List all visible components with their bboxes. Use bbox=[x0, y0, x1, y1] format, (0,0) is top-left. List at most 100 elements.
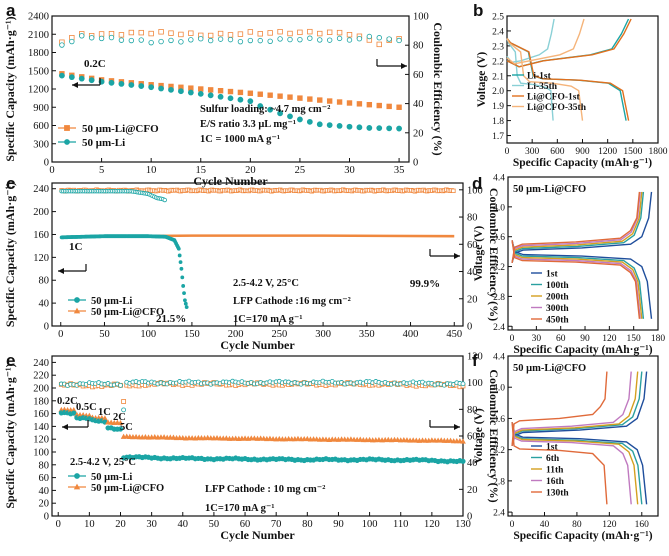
arrow-left-axis bbox=[72, 78, 101, 88]
ce-point-li bbox=[69, 38, 75, 45]
ce-point-li bbox=[336, 35, 343, 42]
y-tick-label: 2.1 bbox=[492, 72, 504, 82]
ce-point-cfo bbox=[158, 29, 164, 35]
capacity-point-li bbox=[148, 84, 155, 91]
y2-tick-label: 20 bbox=[467, 485, 478, 496]
y2-tick-label: 20 bbox=[467, 294, 478, 305]
panel-title: 50 μm-Li@CFO bbox=[513, 184, 586, 195]
y-tick-label: 600 bbox=[33, 121, 49, 132]
y2-axis-title: Coulombic Efficiency (%) bbox=[487, 369, 501, 502]
x-axis-title: Specific Capacity (mAh·g⁻¹) bbox=[513, 157, 652, 169]
discharge-curve-200th bbox=[511, 240, 643, 319]
x-axis-title: Specific Capacity (mAh·g⁻¹) bbox=[513, 344, 652, 356]
capacity-point-cfo bbox=[410, 437, 417, 443]
ce-point-cfo bbox=[277, 28, 283, 35]
charge-curve-Li@CFO-35th bbox=[506, 18, 585, 65]
legend-label: 50 μm-Li bbox=[91, 472, 132, 483]
legend-label: Li@CFO-1st bbox=[527, 93, 580, 103]
ce-point-cfo bbox=[148, 30, 154, 37]
capacity-point-li bbox=[197, 90, 204, 97]
capacity-point-li bbox=[297, 116, 303, 123]
ce-point-li bbox=[88, 35, 95, 41]
capacity-point-li bbox=[108, 79, 115, 86]
legend-label: 1st bbox=[546, 443, 558, 453]
capacity-point-cfo bbox=[385, 436, 392, 442]
x-tick-label: 15 bbox=[196, 165, 207, 176]
discharge-curve-450th bbox=[511, 240, 641, 319]
y-tick-label: 900 bbox=[33, 103, 49, 114]
charge-curve-1st bbox=[511, 371, 648, 446]
capacity-point-cfo bbox=[217, 88, 224, 94]
discharge-curve-130th bbox=[511, 422, 608, 505]
ce-point-li bbox=[79, 33, 85, 39]
x-tick-label: 150 bbox=[627, 334, 642, 344]
discharge-curve-Li@CFO-1st bbox=[506, 37, 630, 121]
ce-point-cfo bbox=[317, 30, 323, 37]
annotation-rate: 2C bbox=[113, 412, 126, 423]
legend-marker bbox=[74, 297, 80, 303]
capacity-point-li bbox=[376, 125, 383, 132]
legend-label: 130th bbox=[546, 489, 569, 499]
capacity-point-li bbox=[182, 291, 186, 296]
capacity-point-cfo bbox=[348, 436, 354, 442]
y-tick-label: 1800 bbox=[28, 48, 49, 59]
ce-point-li bbox=[277, 36, 283, 42]
capacity-point-cfo bbox=[247, 90, 254, 96]
y-tick-label: 2.5 bbox=[492, 13, 504, 23]
x-tick-label: 120 bbox=[602, 334, 617, 344]
x-axis-title: Specific Capacity (mAh·g⁻¹) bbox=[513, 530, 652, 542]
plot-frame-c bbox=[51, 182, 464, 327]
capacity-point-cfo bbox=[460, 438, 466, 444]
y-tick-label: 40 bbox=[39, 299, 50, 310]
annotation-current: 1C=170 mA g⁻¹ bbox=[233, 314, 303, 325]
annotation-rate: 1C bbox=[69, 241, 83, 253]
x-axis-title: Cycle Number bbox=[193, 174, 268, 188]
capacity-point-cfo bbox=[257, 435, 264, 441]
ce-point-cfo bbox=[207, 32, 214, 39]
charge-curve-130th bbox=[511, 371, 608, 446]
annotation-es-ratio: E/S ratio 3.3 μL mg⁻¹ bbox=[200, 119, 296, 130]
x-tick-label: 300 bbox=[315, 329, 331, 340]
ce-point-li bbox=[356, 35, 363, 42]
x-tick-label: 160 bbox=[635, 520, 650, 530]
y2-axis-title: Coulombic Efficiency (%) bbox=[487, 188, 501, 321]
capacity-point-cfo bbox=[376, 102, 382, 109]
capacity-point-li bbox=[217, 93, 224, 100]
y-tick-label: 1500 bbox=[28, 66, 49, 77]
legend-label: Li-1st bbox=[527, 72, 552, 82]
capacity-point-cfo bbox=[297, 95, 303, 101]
ce-point-cfo bbox=[118, 32, 125, 38]
annotation-rate: 0.2C bbox=[57, 396, 78, 407]
ce-point-li bbox=[317, 37, 323, 43]
annotation-loading: LFP Cathode :16 mg cm⁻² bbox=[233, 296, 351, 307]
y-tick-label: 240 bbox=[33, 358, 49, 369]
discharge-curve-6th bbox=[511, 422, 643, 505]
charge-curve-200th bbox=[511, 191, 643, 263]
y-tick-label: 100 bbox=[33, 448, 49, 459]
y-tick-label: 2100 bbox=[28, 30, 49, 41]
ce-point-li bbox=[121, 407, 127, 413]
capacity-point-cfo bbox=[317, 97, 323, 103]
annotation-rate: 1C bbox=[98, 407, 111, 418]
y2-tick-label: 100 bbox=[467, 185, 483, 196]
x-tick-label: 100 bbox=[140, 329, 156, 340]
capacity-point-cfo bbox=[277, 93, 283, 99]
legend-label: 16th bbox=[546, 477, 565, 487]
charge-curve-100th bbox=[511, 191, 645, 263]
ce-point-li bbox=[396, 37, 402, 44]
capacity-point-cfo bbox=[356, 101, 363, 107]
capacity-point-cfo bbox=[204, 434, 211, 440]
capacity-point-cfo bbox=[428, 437, 435, 443]
x-tick-label: 1500 bbox=[623, 147, 642, 157]
charge-curve-6th bbox=[511, 371, 643, 446]
y-tick-label: 2.4 bbox=[492, 27, 504, 37]
y-tick-label: 2.8 bbox=[493, 477, 505, 487]
panel-label-e: e bbox=[6, 351, 15, 370]
ce-point-cfo bbox=[168, 30, 174, 36]
y-axis-title: Specific Capacity (mAh·g⁻¹) bbox=[3, 363, 17, 508]
arrow-left-axis bbox=[58, 264, 87, 274]
capacity-point-li bbox=[460, 458, 466, 464]
charge-curve-1st bbox=[511, 191, 653, 263]
x-tick-label: 450 bbox=[446, 329, 462, 340]
x-tick-label: 0 bbox=[56, 519, 61, 530]
